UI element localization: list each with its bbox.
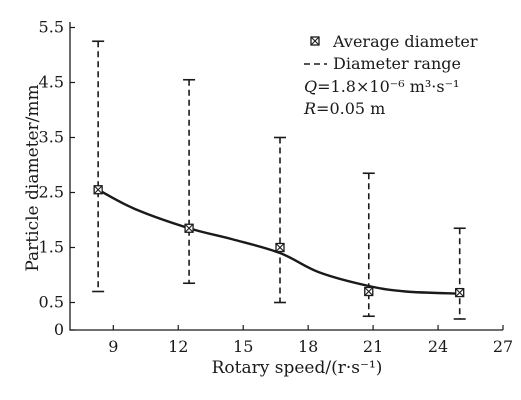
x-tick-label: 9 [108,337,118,356]
y-tick-label: 0 [54,320,64,339]
average-marker [184,223,194,233]
legend-q-annotation: Q=1.8×10⁻⁶ m³·s⁻¹ [304,77,459,96]
range-bar [274,136,287,304]
average-marker [93,185,103,195]
average-marker [275,242,285,253]
average-marker [455,287,465,298]
x-tick-label: 21 [363,337,383,356]
diameter-range-bars [92,40,466,320]
y-axis-label: Particle diameter/mm [23,84,43,271]
trend-curve [97,188,460,295]
x-axis-label: Rotary speed/(r·s⁻¹) [212,358,383,378]
y-tick-label: 4.5 [39,73,64,92]
range-bar [453,227,466,320]
tick-marks [70,26,504,331]
average-marker [364,286,374,297]
x-tick-label: 12 [168,337,188,356]
y-tick-label: 1.5 [39,238,64,257]
y-tick-label: 5.5 [39,18,64,37]
legend: Average diameter Diameter range Q=1.8×10… [303,32,478,118]
legend-marker-average [310,36,320,46]
y-tick-label: 2.5 [39,183,64,202]
legend-label-average: Average diameter [332,32,478,51]
legend-label-range: Diameter range [333,54,461,73]
average-diameter-markers [93,185,465,298]
legend-r-annotation: R=0.05 m [303,99,385,118]
tick-labels: 9 12 15 18 21 24 27 0 0.5 1.5 2.5 3.5 4.5 5.5 [39,18,514,357]
x-tick-label: 15 [233,337,253,356]
x-tick-label: 27 [493,337,513,356]
legend-q-value: 1.8×10⁻⁶ m³·s⁻¹ [331,77,460,96]
range-bar [183,78,196,285]
y-tick-label: 3.5 [39,128,64,147]
y-tick-label: 0.5 [39,293,64,312]
range-bar [362,172,375,318]
range-bar [92,40,105,293]
x-tick-label: 24 [428,337,448,356]
x-tick-label: 18 [298,337,318,356]
legend-r-value: 0.05 m [329,99,385,118]
